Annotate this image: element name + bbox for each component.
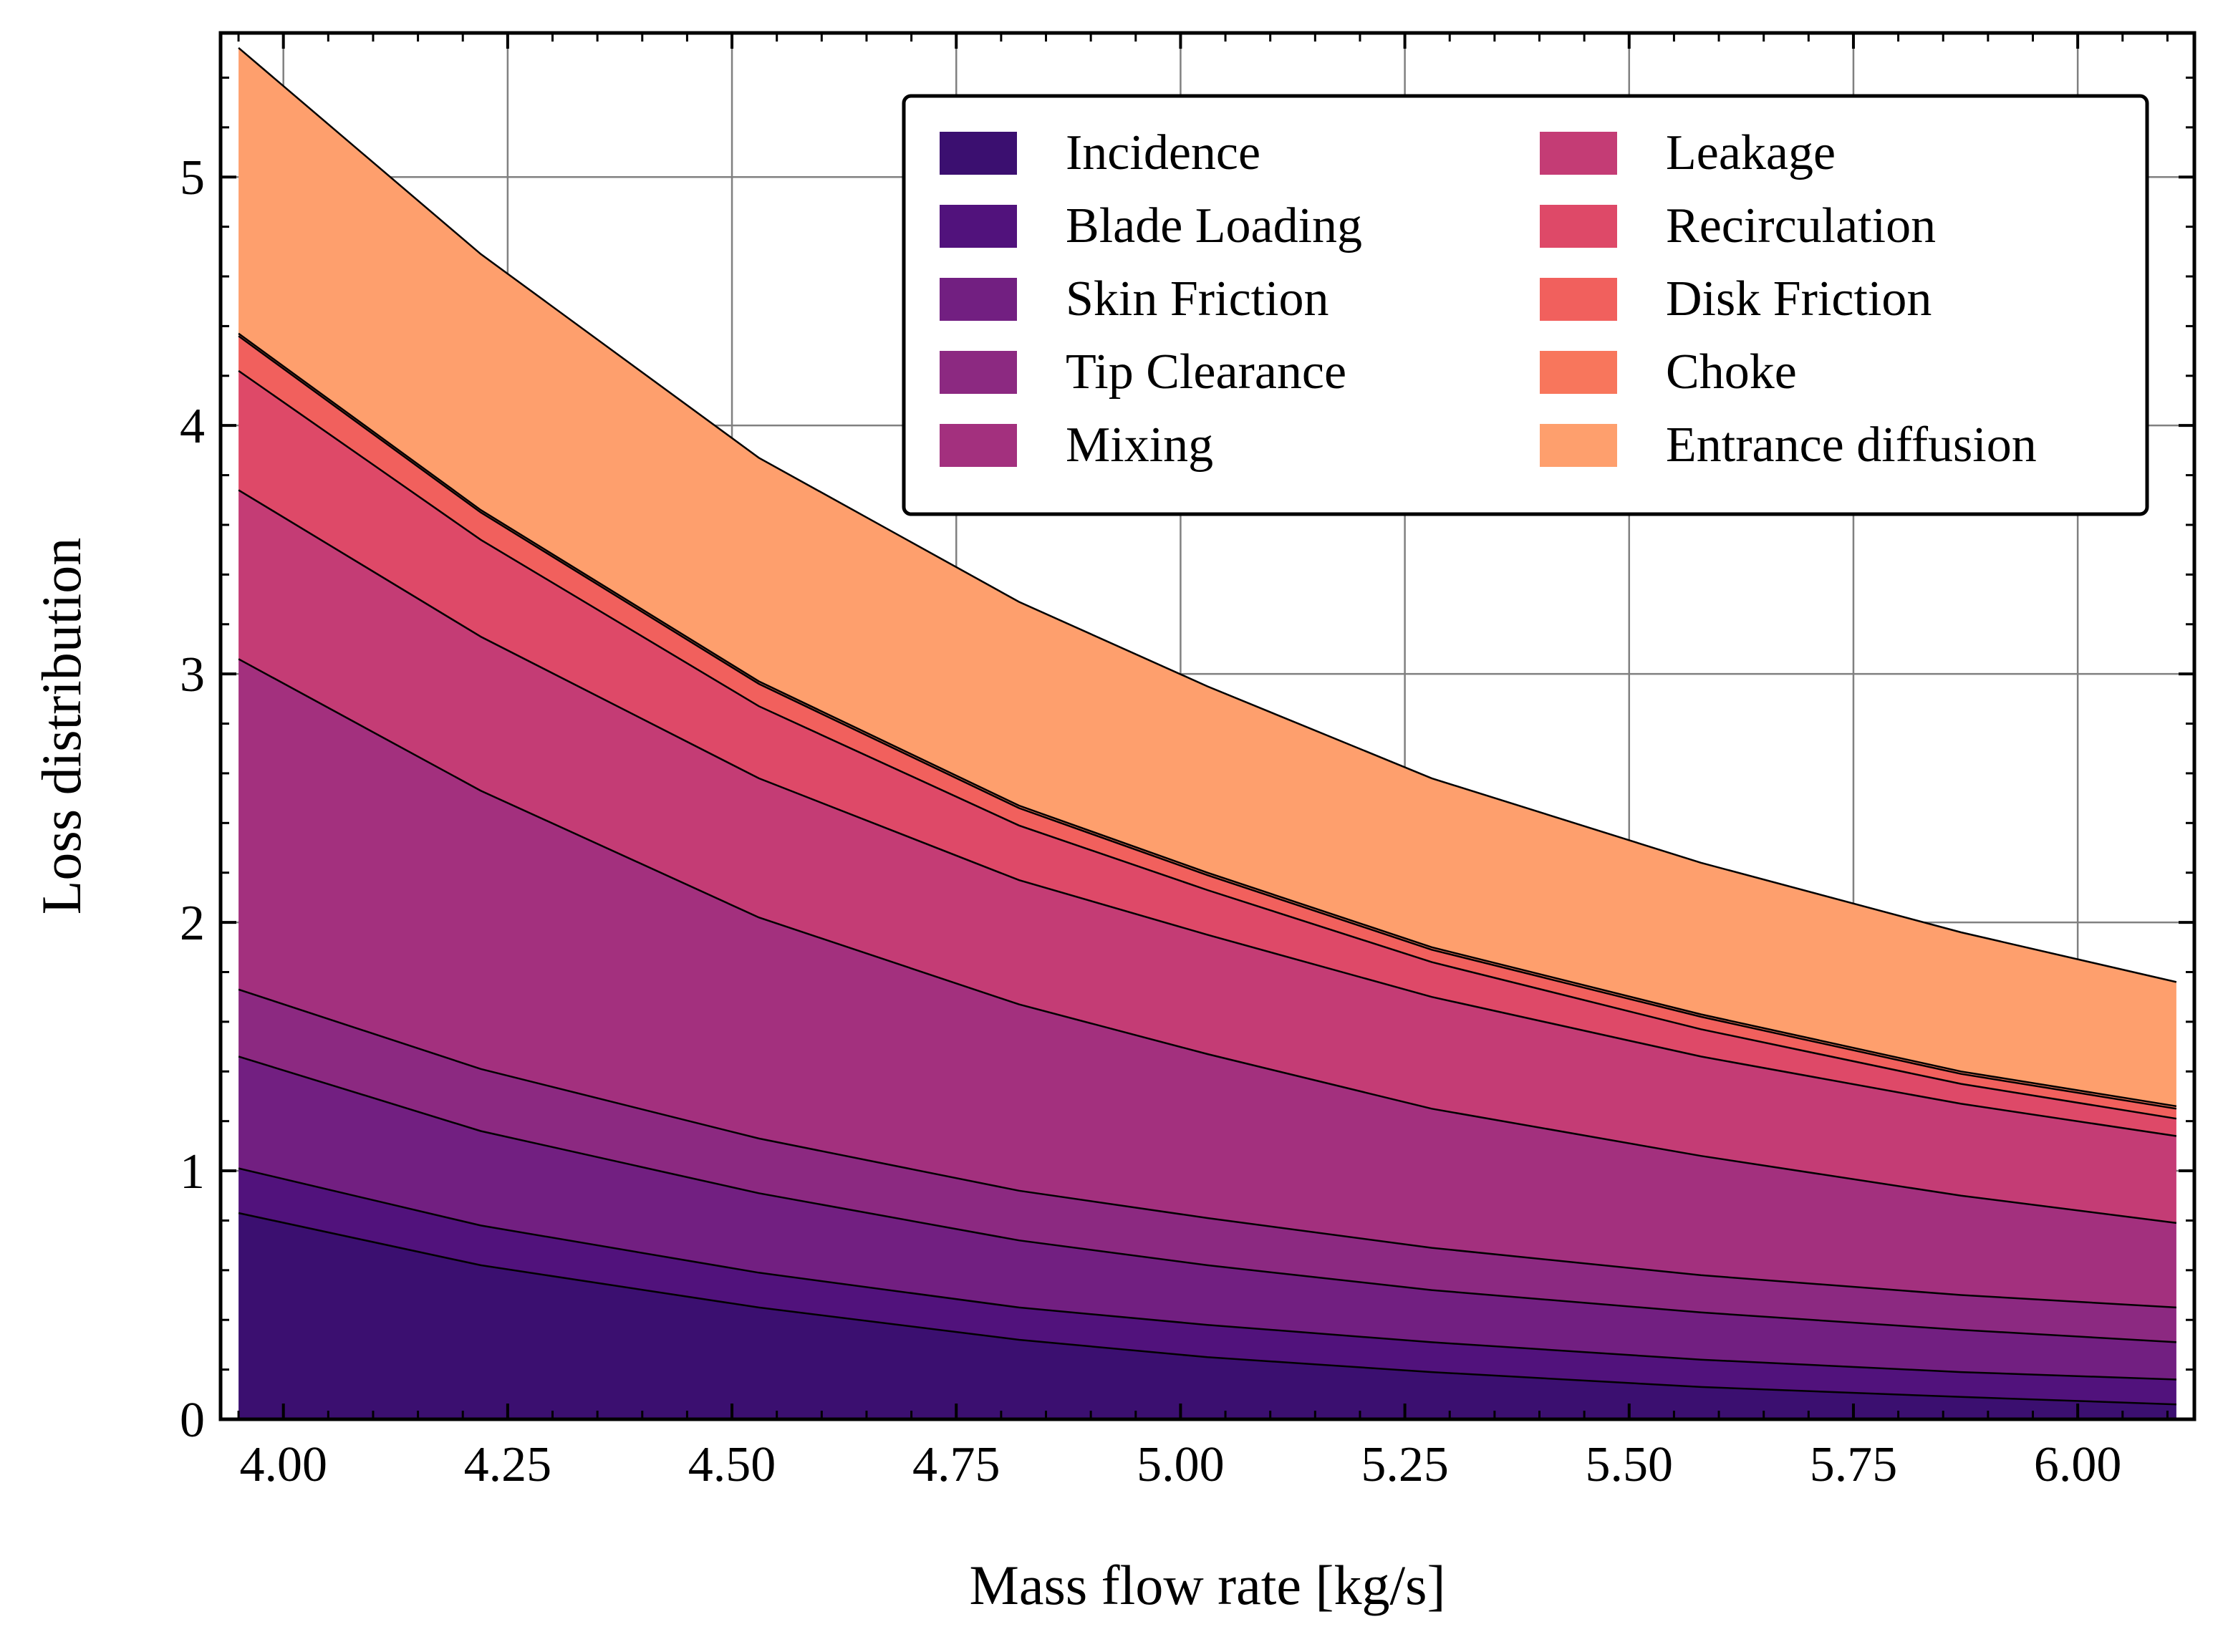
y-tick-label: 1 xyxy=(180,1144,205,1199)
legend-swatch xyxy=(940,132,1017,175)
series-boundary-line xyxy=(238,47,2177,983)
legend-swatch xyxy=(940,205,1017,248)
legend-swatch xyxy=(1540,424,1617,467)
series-boundary-line xyxy=(238,1212,2176,1406)
series-boundary-line xyxy=(238,369,2177,1120)
legend-label: Choke xyxy=(1666,344,1797,400)
y-tick-label: 2 xyxy=(180,896,205,951)
y-tick-label: 5 xyxy=(180,150,205,206)
series-boundary-line xyxy=(238,658,2177,1224)
x-tick-label: 5.00 xyxy=(1137,1437,1225,1492)
x-tick-label: 4.00 xyxy=(239,1437,327,1492)
legend-label: Tip Clearance xyxy=(1066,344,1346,400)
series-boundary-line xyxy=(238,1167,2176,1381)
legend-label: Skin Friction xyxy=(1066,271,1329,327)
series-boundary-line xyxy=(238,988,2176,1309)
area-series xyxy=(238,47,2177,1419)
y-tick-label: 3 xyxy=(180,647,205,702)
legend-swatch xyxy=(1540,132,1617,175)
y-tick-label: 4 xyxy=(180,399,205,454)
x-tick-label: 4.75 xyxy=(912,1437,1000,1492)
legend-label: Entrance diffusion xyxy=(1666,417,2037,473)
series-boundary-line xyxy=(238,332,2177,1108)
legend-label: Disk Friction xyxy=(1666,271,1932,327)
x-tick-label: 4.50 xyxy=(688,1437,776,1492)
plot-frame xyxy=(218,31,2197,1421)
x-tick-label: 6.00 xyxy=(2034,1437,2122,1492)
x-tick-label: 5.25 xyxy=(1361,1437,1449,1492)
legend-label: Incidence xyxy=(1066,125,1260,180)
legend-label: Mixing xyxy=(1066,417,1213,473)
legend-swatch xyxy=(1540,205,1617,248)
y-axis-title: Loss distribution xyxy=(30,538,92,915)
legend-label: Blade Loading xyxy=(1066,198,1362,253)
area-entrance-diffusion xyxy=(238,47,2176,1106)
tick-labels: 4.00 4.25 4.50 4.75 5.00 5.25 5.50 5.75 6.00 0 1 2 3… xyxy=(180,150,2121,1492)
area-tip-clearance xyxy=(238,989,2176,1343)
legend-swatch xyxy=(940,351,1017,394)
area-mixing xyxy=(238,659,2176,1308)
area-incidence xyxy=(238,1213,2176,1419)
y-tick-label: 0 xyxy=(180,1393,205,1448)
legend: Incidence Blade Loading Skin Friction Tip C… xyxy=(902,94,2149,516)
series-boundary-line xyxy=(238,1056,2176,1343)
x-tick-label: 5.50 xyxy=(1586,1437,1674,1492)
x-axis-title: Mass flow rate [kg/s] xyxy=(969,1554,1445,1616)
legend-swatch xyxy=(1540,351,1617,394)
area-skin-friction xyxy=(238,1056,2176,1380)
legend-items: Incidence Blade Loading Skin Friction Tip C… xyxy=(940,125,2037,473)
series-boundary-line xyxy=(238,489,2177,1137)
x-tick-label: 5.75 xyxy=(1810,1437,1898,1492)
legend-swatch xyxy=(940,278,1017,321)
x-tick-label: 4.25 xyxy=(464,1437,552,1492)
legend-label: Recirculation xyxy=(1666,198,1936,253)
legend-box xyxy=(902,94,2149,516)
legend-label: Leakage xyxy=(1666,125,1836,180)
series-boundary-line xyxy=(238,335,2177,1110)
legend-swatch xyxy=(1540,278,1617,321)
legend-swatch xyxy=(940,424,1017,467)
